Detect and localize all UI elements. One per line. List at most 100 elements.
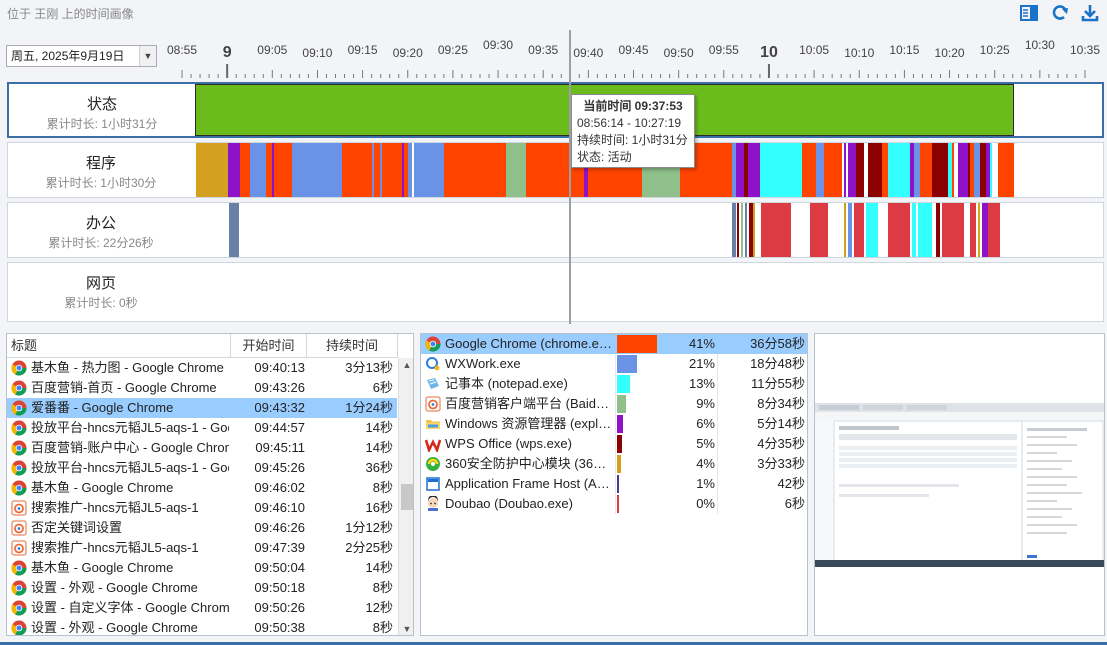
program-segment[interactable]: [292, 143, 318, 197]
program-segment[interactable]: [920, 143, 932, 197]
office-segment[interactable]: [854, 203, 864, 257]
download-icon[interactable]: [1080, 3, 1100, 23]
program-segment[interactable]: [240, 143, 250, 197]
app-stat-row[interactable]: Windows 资源管理器 (explorer.exe) 6% 5分14秒: [421, 414, 807, 434]
list-item[interactable]: 基木鱼 - Google Chrome 09:50:04 14秒: [7, 558, 397, 578]
app-stat-row[interactable]: Application Frame Host (ApplicationFrame…: [421, 474, 807, 494]
program-segment[interactable]: [760, 143, 792, 197]
program-segment[interactable]: [986, 143, 990, 197]
list-item[interactable]: 投放平台-hncs元韬JL5-aqs-1 - Google Chrome 09:4…: [7, 418, 397, 438]
program-segment[interactable]: [228, 143, 240, 197]
scrollbar[interactable]: ▲ ▼: [398, 358, 413, 635]
office-segment[interactable]: [988, 203, 1000, 257]
program-segment[interactable]: [974, 143, 980, 197]
list-item[interactable]: 投放平台-hncs元韬JL5-aqs-1 - Google Chrome 09:4…: [7, 458, 397, 478]
screenshot-thumbnail[interactable]: [815, 334, 1104, 635]
office-segment[interactable]: [745, 203, 747, 257]
office-segment[interactable]: [936, 203, 940, 257]
app-stat-row[interactable]: Google Chrome (chrome.exe) 41% 36分58秒: [421, 334, 807, 354]
scroll-up-icon[interactable]: ▲: [402, 360, 412, 370]
date-select[interactable]: 周五, 2025年9月19日 ▼: [6, 45, 157, 67]
list-item[interactable]: 基木鱼 - Google Chrome 09:46:02 8秒: [7, 478, 397, 498]
program-segment[interactable]: [272, 143, 274, 197]
app-stat-row[interactable]: 百度营销客户端平台 (BaiduEdge.exe) 9% 8分34秒: [421, 394, 807, 414]
app-stat-row[interactable]: WPS Office (wps.exe) 5% 4分35秒: [421, 434, 807, 454]
column-header-duration[interactable]: 持续时间: [307, 334, 398, 358]
list-item[interactable]: 爱番番 - Google Chrome 09:43:32 1分24秒: [7, 398, 397, 418]
lane-web[interactable]: 网页 累计时长: 0秒: [7, 262, 1104, 322]
office-segment[interactable]: [978, 203, 980, 257]
program-segment[interactable]: [744, 143, 748, 197]
program-segment[interactable]: [342, 143, 366, 197]
office-segment[interactable]: [970, 203, 976, 257]
office-segment[interactable]: [844, 203, 846, 257]
column-header-start[interactable]: 开始时间: [231, 334, 307, 358]
app-stat-row[interactable]: WXWork.exe 21% 18分48秒: [421, 354, 807, 374]
list-item[interactable]: 百度营销-账户中心 - Google Chrome 09:45:11 14秒: [7, 438, 397, 458]
office-segment[interactable]: [942, 203, 964, 257]
office-segment[interactable]: [866, 203, 878, 257]
list-item[interactable]: 设置 - 外观 - Google Chrome 09:50:38 8秒: [7, 618, 397, 635]
program-segment[interactable]: [584, 143, 588, 197]
program-segment[interactable]: [816, 143, 824, 197]
program-segment[interactable]: [958, 143, 968, 197]
program-segment[interactable]: [748, 143, 760, 197]
program-segment[interactable]: [952, 143, 954, 197]
chevron-down-icon[interactable]: ▼: [139, 46, 156, 66]
program-segment[interactable]: [802, 143, 816, 197]
program-segment[interactable]: [844, 143, 846, 197]
app-stat-row[interactable]: 记事本 (notepad.exe) 13% 11分55秒: [421, 374, 807, 394]
program-segment[interactable]: [318, 143, 342, 197]
program-segment[interactable]: [792, 143, 802, 197]
office-segment[interactable]: [737, 203, 739, 257]
list-item[interactable]: 设置 - 自定义字体 - Google Chrome 09:50:26 12秒: [7, 598, 397, 618]
panel-icon[interactable]: [1019, 3, 1039, 23]
office-segment[interactable]: [229, 203, 239, 257]
program-segment[interactable]: [824, 143, 842, 197]
program-segment[interactable]: [736, 143, 744, 197]
list-item[interactable]: 基木鱼 - 热力图 - Google Chrome 09:40:13 3分13秒: [7, 358, 397, 378]
program-segment[interactable]: [196, 143, 228, 197]
scroll-thumb[interactable]: [401, 484, 413, 510]
list-item[interactable]: 搜索推广-hncs元韬JL5-aqs-1 09:47:39 2分25秒: [7, 538, 397, 558]
program-segment[interactable]: [968, 143, 970, 197]
office-segment[interactable]: [761, 203, 791, 257]
office-segment[interactable]: [741, 203, 743, 257]
time-ruler[interactable]: 08:55 9 09:05 09:10 09:15 09:20 09:25 09:30 09:3…: [165, 30, 1107, 82]
program-segment[interactable]: [444, 143, 506, 197]
program-segment[interactable]: [266, 143, 272, 197]
program-segment[interactable]: [990, 143, 992, 197]
program-segment[interactable]: [856, 143, 864, 197]
program-segment[interactable]: [372, 143, 374, 197]
office-segment[interactable]: [749, 203, 753, 257]
program-segment[interactable]: [948, 143, 952, 197]
program-segment[interactable]: [402, 143, 404, 197]
program-segment[interactable]: [506, 143, 526, 197]
screenshot-preview[interactable]: [814, 333, 1105, 636]
office-segment[interactable]: [848, 203, 852, 257]
office-segment[interactable]: [982, 203, 988, 257]
program-segment[interactable]: [998, 143, 1014, 197]
scroll-down-icon[interactable]: ▼: [402, 624, 412, 634]
lane-program[interactable]: 程序 累计时长: 1小时30分: [7, 142, 1104, 198]
list-item[interactable]: 否定关键词设置 09:46:26 1分12秒: [7, 518, 397, 538]
time-cursor[interactable]: [569, 30, 571, 324]
program-segment[interactable]: [980, 143, 986, 197]
program-segment[interactable]: [938, 143, 948, 197]
program-segment[interactable]: [374, 143, 380, 197]
office-segment[interactable]: [888, 203, 910, 257]
program-segment[interactable]: [380, 143, 382, 197]
program-segment[interactable]: [970, 143, 974, 197]
program-segment[interactable]: [366, 143, 372, 197]
office-segment[interactable]: [732, 203, 736, 257]
program-segment[interactable]: [868, 143, 882, 197]
program-segment[interactable]: [848, 143, 856, 197]
app-stat-row[interactable]: 360安全防护中心模块 (360Tray.exe) 4% 3分33秒: [421, 454, 807, 474]
office-segment[interactable]: [753, 203, 755, 257]
program-segment[interactable]: [408, 143, 412, 197]
column-header-title[interactable]: 标题: [7, 334, 231, 358]
program-segment[interactable]: [914, 143, 920, 197]
program-segment[interactable]: [932, 143, 938, 197]
program-segment[interactable]: [404, 143, 408, 197]
office-segment[interactable]: [918, 203, 932, 257]
